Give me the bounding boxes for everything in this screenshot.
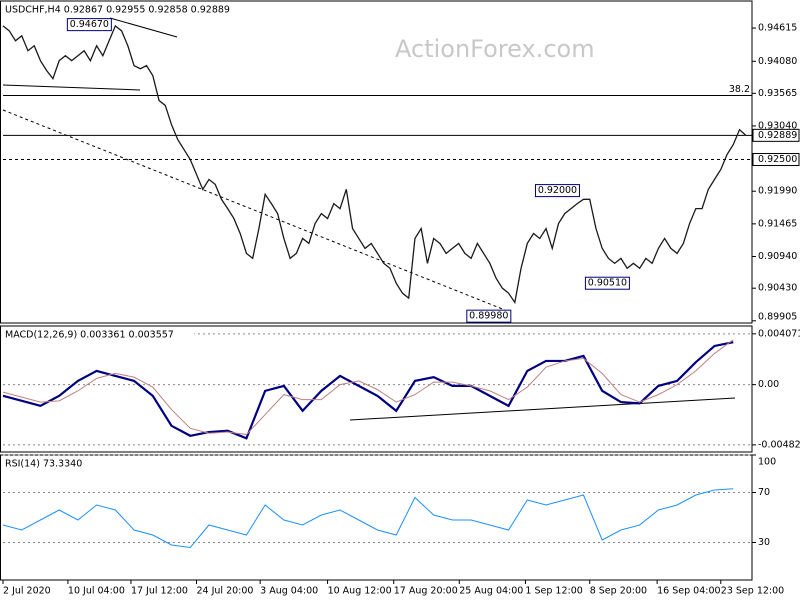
y-tick-label: 0.93565 <box>758 88 797 99</box>
annotation-label: 0.94670 <box>70 19 109 30</box>
series-line <box>2 488 734 549</box>
x-tick-label: 1 Sep 12:00 <box>525 586 582 597</box>
x-tick-label: 24 Jul 20:00 <box>196 586 253 597</box>
y-tick-label: 0.91990 <box>758 186 797 197</box>
x-tick-label: 10 Aug 12:00 <box>328 586 392 597</box>
y-tick-label: 100 <box>758 457 776 468</box>
series-line <box>2 339 734 436</box>
y-tick-label: 0.91465 <box>758 218 797 229</box>
watermark: ActionForex.com <box>395 35 595 63</box>
y-tick-label: 0.93040 <box>758 120 797 131</box>
level-label-box <box>752 153 800 167</box>
annotation-label: 0.90510 <box>588 278 627 289</box>
y-tick-label: 0.94080 <box>758 56 797 67</box>
x-tick-label: 16 Sep 04:00 <box>657 586 720 597</box>
x-tick-label: 3 Aug 04:00 <box>260 586 318 597</box>
y-tick-label: 30 <box>758 537 770 548</box>
y-tick-label: 0.94615 <box>758 23 797 34</box>
panel-frame <box>0 0 753 324</box>
level-label-box <box>752 128 800 142</box>
x-tick-label: 25 Aug 04:00 <box>459 586 523 597</box>
trendline <box>109 17 178 38</box>
x-tick-label: 8 Sep 20:00 <box>590 586 647 597</box>
title-bg <box>2 328 195 341</box>
title-bg <box>2 457 95 470</box>
y-tick-label: 0.90430 <box>758 283 797 294</box>
x-tick-label: 2 Jul 2020 <box>3 586 51 597</box>
level-label: 38.2 <box>729 84 750 95</box>
series-line <box>2 24 747 305</box>
panel-title: MACD(12,26,9) 0.003361 0.003557 <box>5 330 174 341</box>
level-label: 0.92500 <box>758 154 797 165</box>
x-tick-label: 17 Aug 20:00 <box>394 586 458 597</box>
trendline <box>2 84 141 91</box>
trendline <box>349 397 736 421</box>
annotation-box <box>466 309 512 323</box>
trendline <box>2 109 506 311</box>
panel-frame <box>0 325 753 453</box>
annotation-label: 0.92000 <box>538 185 577 196</box>
annotation-box <box>534 184 580 198</box>
y-tick-label: 0.004071 <box>758 328 800 339</box>
annotation-box <box>584 276 630 290</box>
panel-frame <box>0 454 753 581</box>
y-tick-label: 0.89905 <box>758 312 797 323</box>
x-tick-label: 23 Sep 12:00 <box>721 586 784 597</box>
annotation-box <box>66 18 112 32</box>
x-tick-label: 10 Jul 04:00 <box>68 586 125 597</box>
level-label: 0.92889 <box>758 130 797 141</box>
panel-title: RSI(14) 73.3340 <box>5 459 82 470</box>
y-tick-label: 0.00 <box>758 379 779 390</box>
title-bg <box>2 3 263 16</box>
y-tick-label: 0.90940 <box>758 251 797 262</box>
y-tick-label: 70 <box>758 487 770 498</box>
annotation-label: 0.89980 <box>469 311 508 322</box>
y-tick-label: -0.004829 <box>758 439 800 450</box>
x-tick-label: 17 Jul 12:00 <box>131 586 188 597</box>
series-line <box>2 341 734 440</box>
panel-title: USDCHF,H4 0.92867 0.92955 0.92858 0.9288… <box>5 5 230 16</box>
